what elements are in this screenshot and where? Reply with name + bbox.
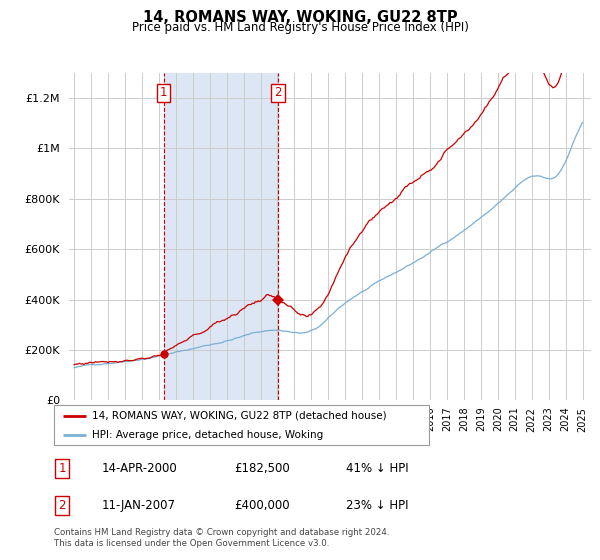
Text: £182,500: £182,500 [235, 461, 290, 475]
Text: 14, ROMANS WAY, WOKING, GU22 8TP: 14, ROMANS WAY, WOKING, GU22 8TP [143, 10, 457, 25]
Text: Contains HM Land Registry data © Crown copyright and database right 2024.
This d: Contains HM Land Registry data © Crown c… [54, 528, 389, 548]
Text: £400,000: £400,000 [235, 498, 290, 512]
Text: 23% ↓ HPI: 23% ↓ HPI [346, 498, 409, 512]
Text: 2: 2 [58, 498, 66, 512]
Text: 1: 1 [58, 461, 66, 475]
Text: 14-APR-2000: 14-APR-2000 [102, 461, 178, 475]
Text: 41% ↓ HPI: 41% ↓ HPI [346, 461, 409, 475]
Bar [164, 73, 278, 400]
Text: HPI: Average price, detached house, Woking: HPI: Average price, detached house, Woki… [91, 430, 323, 440]
Text: 1: 1 [160, 86, 167, 100]
Text: 2: 2 [274, 86, 282, 100]
Text: 14, ROMANS WAY, WOKING, GU22 8TP (detached house): 14, ROMANS WAY, WOKING, GU22 8TP (detach… [91, 411, 386, 421]
Text: 11-JAN-2007: 11-JAN-2007 [102, 498, 176, 512]
Text: Price paid vs. HM Land Registry's House Price Index (HPI): Price paid vs. HM Land Registry's House … [131, 21, 469, 34]
